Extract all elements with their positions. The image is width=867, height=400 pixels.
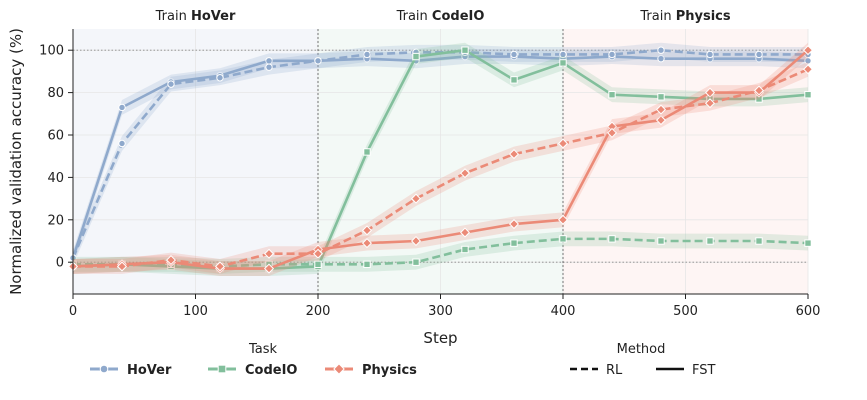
data-point-hover-rl [118, 139, 126, 148]
data-point-physics-fst [361, 238, 373, 249]
legend-label-rl: RL [606, 363, 623, 378]
phase-title-hover: Train HoVer [155, 9, 236, 24]
legend-label-fst: FST [692, 363, 716, 378]
data-point-hover-rl [314, 57, 322, 65]
data-point-physics-fst [508, 219, 520, 230]
data-point-codeio-rl [608, 235, 616, 243]
legend-label-codeio: CodeIO [245, 363, 297, 378]
data-point-physics-rl [165, 255, 177, 266]
data-point-codeio-rl [804, 239, 812, 247]
confidence-band-codeio-fst [73, 42, 808, 276]
data-point-physics-rl [655, 104, 667, 115]
legend-label-physics: Physics [362, 363, 417, 378]
data-point-codeio-rl [706, 237, 714, 245]
data-point-hover-rl [265, 63, 273, 71]
data-point-physics-fst [410, 235, 422, 247]
data-point-physics-rl [459, 168, 471, 179]
series-line-codeio-fst [72, 48, 809, 270]
data-point-hover-rl [167, 80, 175, 88]
data-point-codeio-fst [461, 46, 469, 54]
data-point-codeio-rl [755, 237, 763, 245]
data-point-codeio-fst [510, 76, 518, 84]
data-point-hover-rl [216, 74, 224, 82]
data-point-hover-rl [559, 50, 567, 59]
data-point-codeio-rl [657, 237, 665, 245]
data-point-codeio-rl [363, 260, 371, 269]
confidence-band-codeio-rl [73, 231, 808, 274]
data-point-codeio-fst [657, 93, 665, 101]
y-tick-label: 100 [39, 44, 64, 59]
x-tick-label: 300 [428, 304, 453, 319]
data-point-physics-fst [655, 115, 667, 126]
data-point-codeio-fst [363, 148, 371, 156]
confidence-band-physics-fst [73, 42, 808, 276]
data-point-hover-fst [118, 103, 126, 112]
data-point-codeio-fst [608, 91, 616, 99]
series-line-physics-rl [73, 68, 809, 268]
data-point-codeio-rl [412, 258, 420, 266]
y-tick-label: 80 [47, 86, 64, 101]
x-tick-label: 100 [183, 304, 208, 319]
data-point-physics-rl [606, 127, 618, 138]
data-point-physics-rl [704, 98, 716, 109]
x-tick-label: 500 [673, 304, 698, 319]
data-point-hover-rl [608, 50, 616, 59]
data-point-codeio-rl [314, 260, 322, 269]
data-point-hover-fst [657, 54, 665, 63]
y-tick-label: 40 [47, 171, 64, 186]
data-point-physics-rl [116, 261, 128, 272]
x-tick-label: 600 [796, 304, 821, 319]
data-point-physics-fst [557, 214, 569, 225]
legend-title-method: Method [617, 342, 666, 357]
data-point-codeio-rl [510, 239, 518, 247]
legend-label-hover: HoVer [127, 363, 172, 378]
legend-marker-hover [99, 364, 109, 374]
data-point-codeio-fst [412, 52, 420, 61]
y-tick-label: 60 [47, 129, 64, 144]
data-point-hover-rl [706, 50, 714, 59]
data-point-codeio-rl [559, 235, 567, 243]
series-line-physics-fst [72, 49, 809, 270]
data-point-hover-rl [363, 50, 371, 59]
data-point-physics-rl [557, 138, 569, 149]
data-point-hover-rl [510, 50, 518, 59]
data-point-physics-fst [704, 87, 716, 98]
legend-marker-physics [333, 363, 345, 375]
x-tick-label: 0 [69, 304, 77, 319]
data-point-codeio-rl [461, 245, 469, 254]
y-tick-label: 0 [56, 256, 64, 271]
data-point-codeio-fst [559, 59, 567, 67]
data-point-physics-rl [263, 248, 275, 259]
data-point-physics-fst [263, 263, 275, 274]
data-point-physics-rl [508, 149, 520, 160]
y-axis-label: Normalized validation accuracy (%) [7, 28, 25, 295]
x-axis-label: Step [423, 329, 457, 347]
data-point-hover-rl [755, 50, 763, 59]
data-point-physics-fst [802, 45, 814, 56]
data-point-physics-rl [410, 193, 422, 204]
legend-title-task: Task [248, 342, 278, 357]
phase-title-physics: Train Physics [639, 9, 730, 24]
x-tick-label: 400 [551, 304, 576, 319]
data-point-physics-rl [214, 261, 226, 272]
data-point-physics-rl [361, 225, 373, 236]
y-tick-label: 20 [47, 213, 64, 228]
legend-marker-codeio [217, 364, 227, 374]
x-tick-label: 200 [306, 304, 331, 319]
legend: Task HoVer CodeIO Physics Method RL FST [90, 342, 716, 378]
data-point-physics-rl [802, 64, 814, 75]
data-point-physics-fst [459, 227, 471, 238]
data-point-physics-rl [753, 85, 765, 96]
data-point-physics-rl [312, 248, 324, 259]
phase-title-codeio: Train CodeIO [396, 9, 485, 24]
data-point-hover-rl [657, 46, 665, 54]
data-point-codeio-fst [804, 91, 812, 99]
series-line-hover-fst [71, 55, 809, 259]
